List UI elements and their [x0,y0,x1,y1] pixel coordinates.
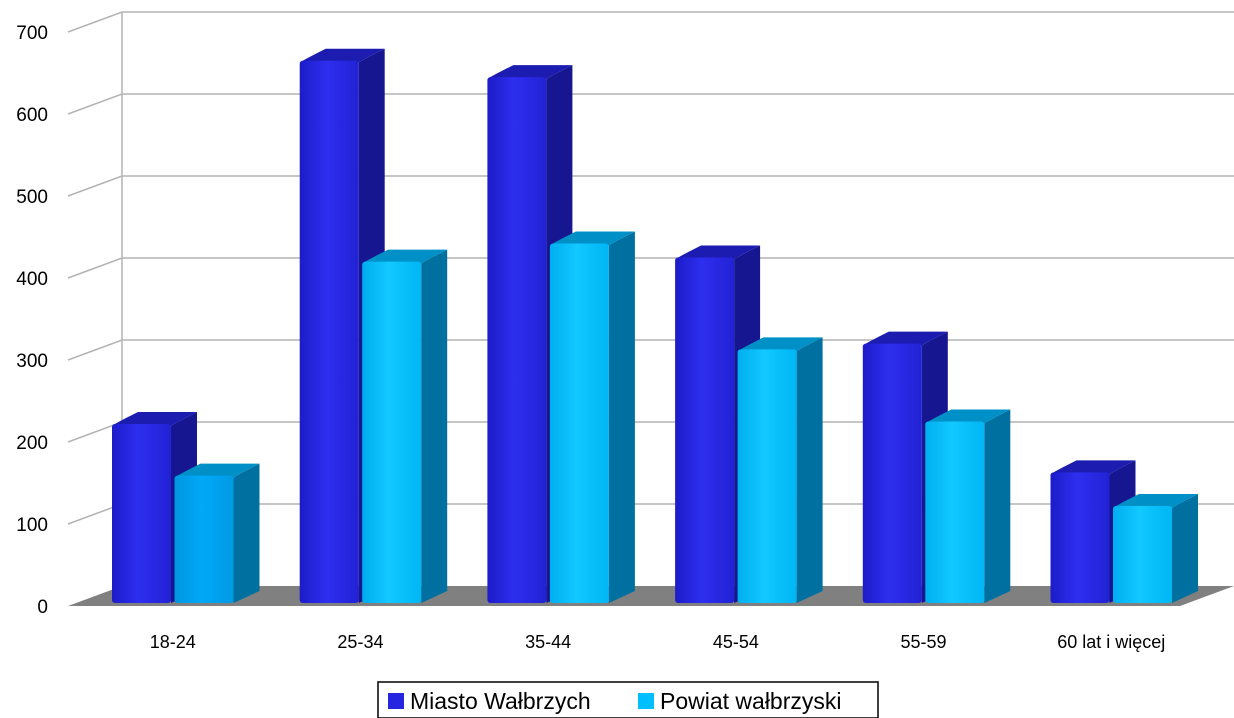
bar-side [233,463,260,603]
bar-top [925,409,1011,424]
bar [174,463,260,603]
bar-front [299,60,359,603]
bar [925,409,1011,603]
bar-top [862,331,948,346]
bar-side [796,337,823,603]
bar-top [174,463,260,478]
bar-side [421,249,448,603]
legend: Miasto Wałbrzych Powiat wałbrzyski [377,681,879,718]
bar [737,337,823,603]
bar-top [362,249,448,264]
y-tick-label: 700 [16,23,48,44]
x-tick-label: 55-59 [901,632,947,652]
y-tick-label: 0 [37,597,48,618]
y-tick-label: 300 [16,351,48,372]
bars [112,48,1198,604]
bar-front [362,261,422,603]
bar-front [1050,472,1110,603]
x-tick-labels: 18-24 25-34 35-44 45-54 55-59 60 lat i więcej [150,632,1166,652]
bar-top [675,245,761,260]
y-tick-label: 100 [16,515,48,536]
y-tick-label: 500 [16,187,48,208]
y-tick-labels: 0 100 200 300 400 500 600 700 [16,23,48,618]
bar-top [737,337,823,352]
legend-label-miasto: Miasto Wałbrzych [410,688,591,714]
x-tick-label: 25-34 [337,632,383,652]
bar-front [549,243,609,603]
bar-top [112,411,197,426]
x-tick-label: 35-44 [525,632,571,652]
y-tick-label: 200 [16,433,48,454]
bar-front [174,475,234,603]
bar-front [487,77,547,604]
y-tick-label: 400 [16,269,48,290]
legend-label-powiat: Powiat wałbrzyski [660,688,842,714]
bar-front [737,349,797,603]
bar-side [984,409,1011,603]
bar-top [1113,493,1198,508]
bar-front [675,257,735,603]
bar-side [608,231,635,603]
bar [1113,493,1198,603]
x-tick-label: 18-24 [150,632,196,652]
bar-top [1050,460,1136,475]
bar-top [549,231,635,246]
bar-front [1113,505,1172,603]
y-tick-label: 600 [16,105,48,126]
legend-box [377,681,879,718]
bar-front [925,421,985,603]
bar-front [862,343,922,603]
legend-swatch-powiat [638,693,654,709]
bar-front [112,423,171,603]
bar [1050,460,1136,603]
bar-side [1172,493,1198,603]
bar [549,231,635,603]
x-tick-label: 60 lat i więcej [1057,632,1165,652]
legend-swatch-miasto [388,693,404,709]
x-tick-label: 45-54 [713,632,759,652]
bar [362,249,448,603]
bar-top [487,65,573,80]
bar-top [299,48,385,63]
